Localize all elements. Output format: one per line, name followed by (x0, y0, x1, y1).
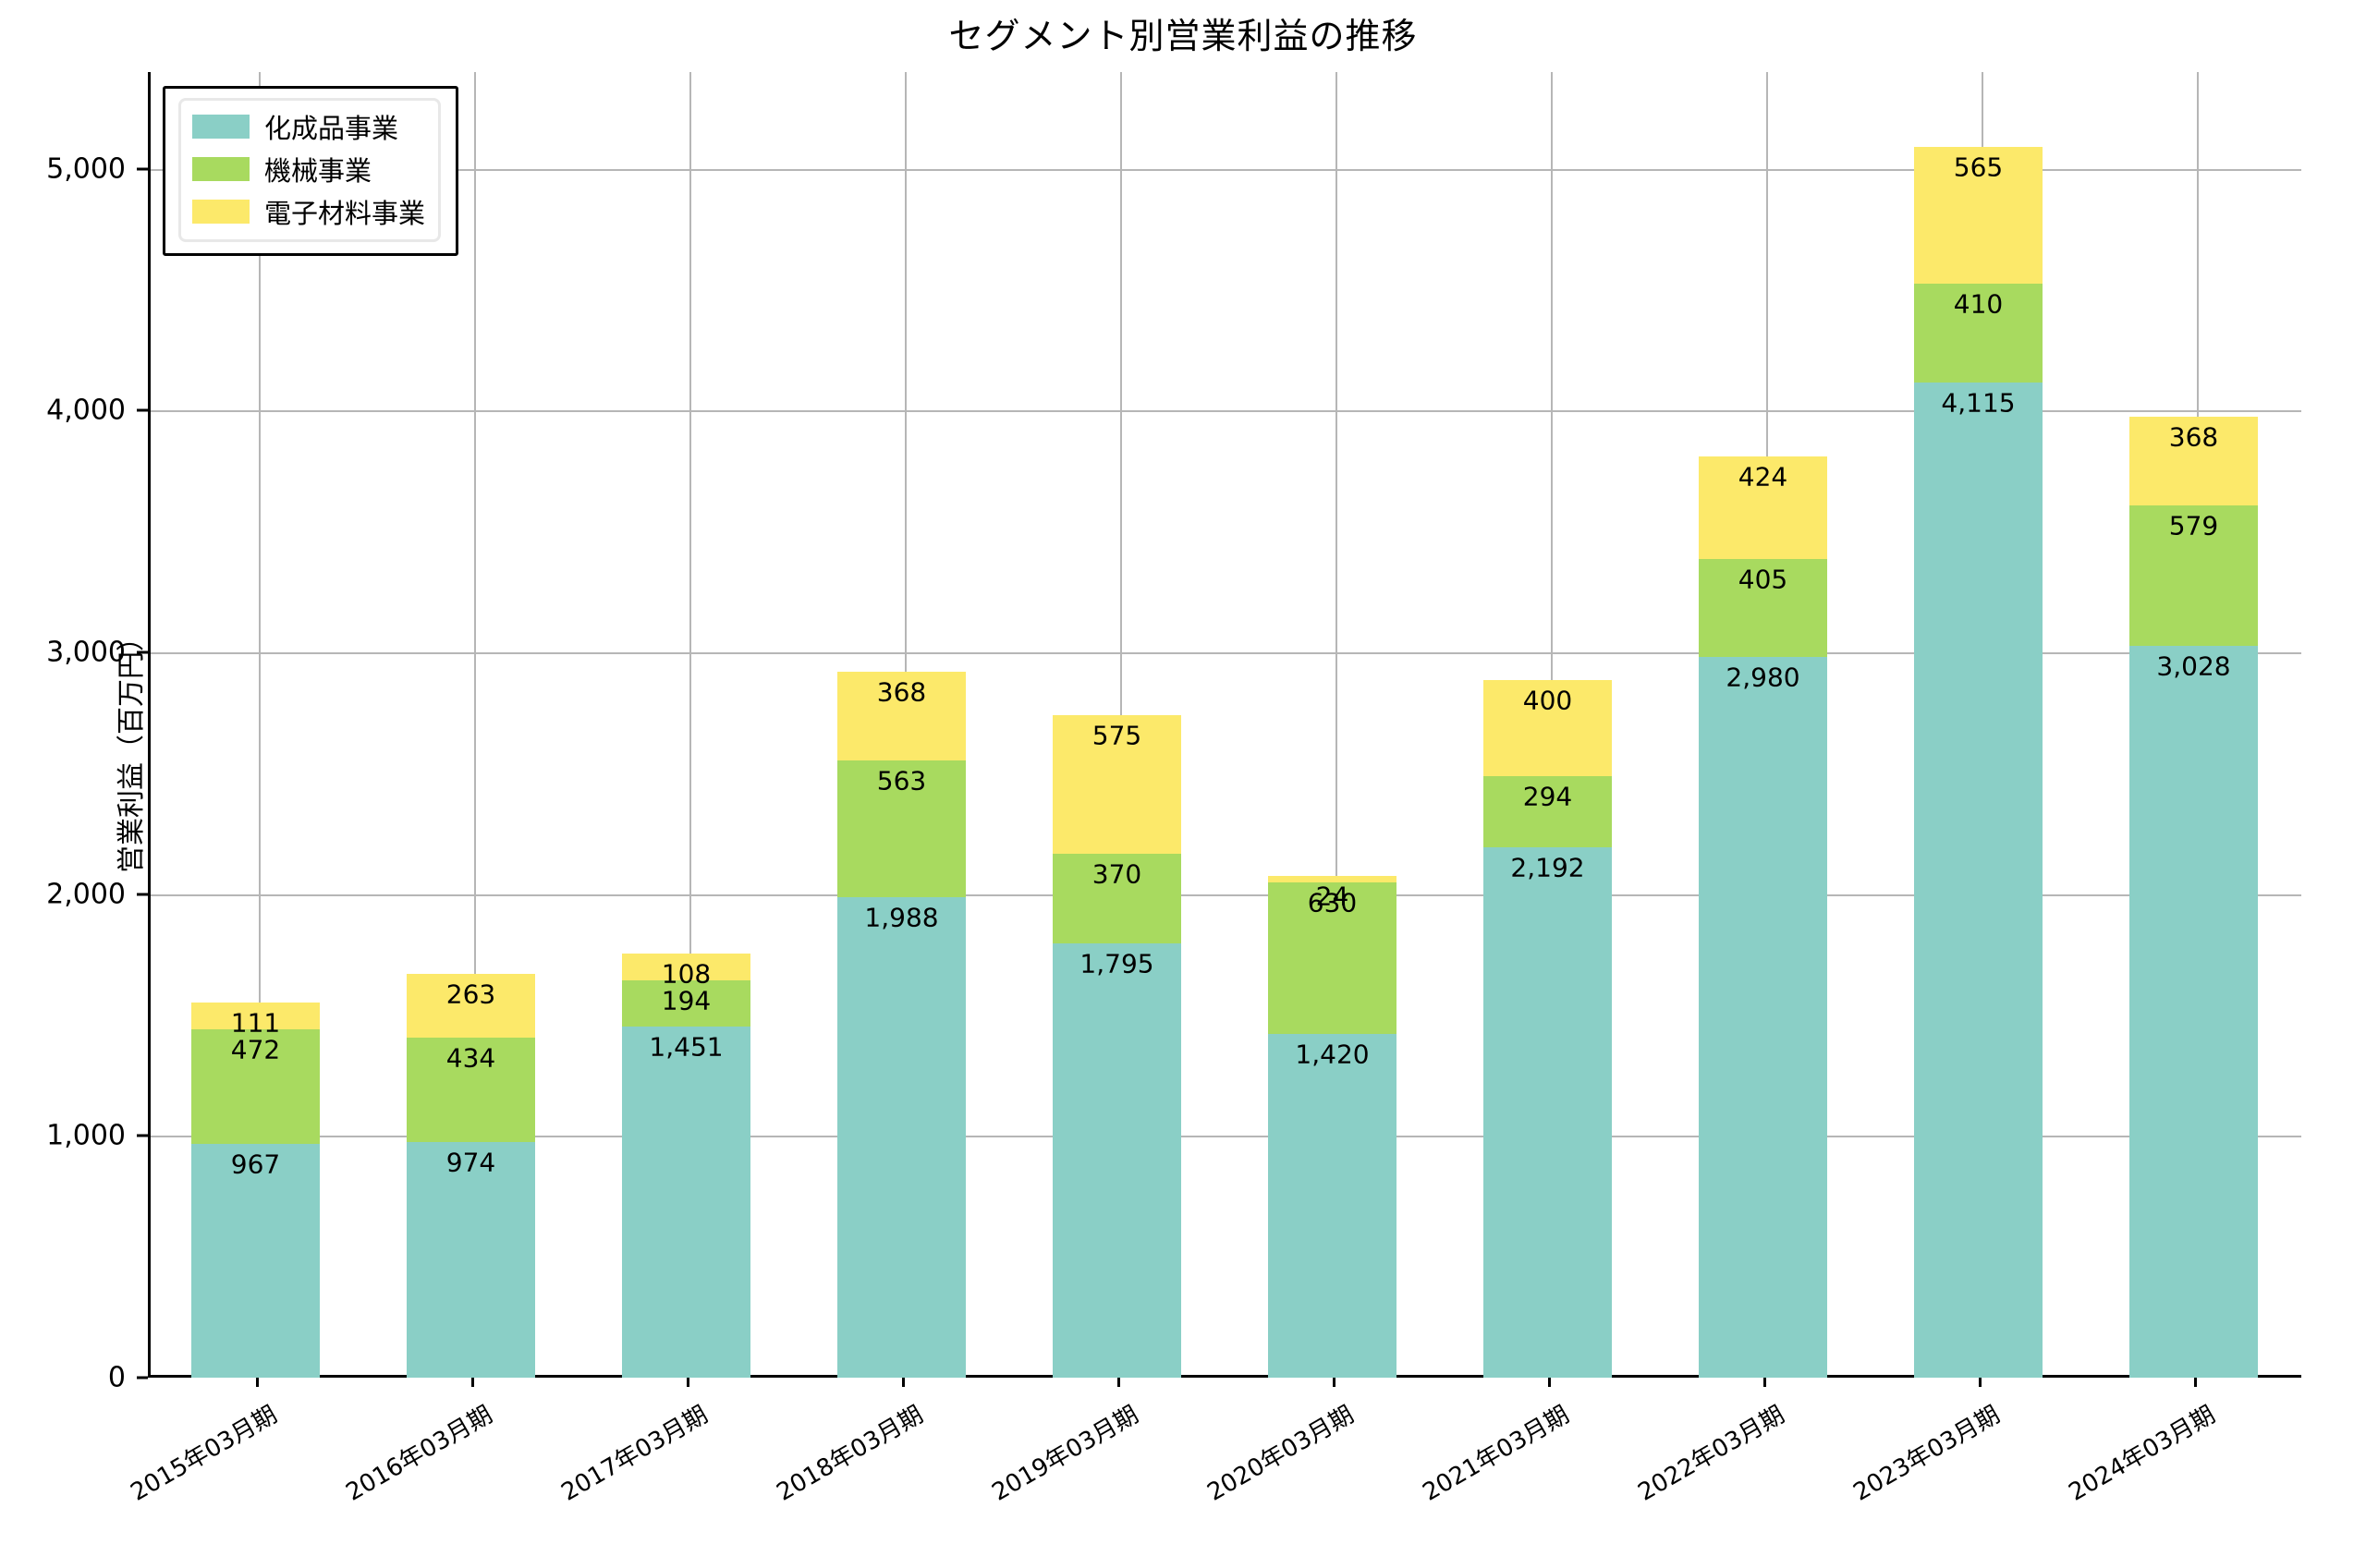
x-tick-label: 2021年03月期 (1417, 1401, 1574, 1507)
x-tick-mark (1762, 1378, 1766, 1387)
x-tick-label: 2020年03月期 (1201, 1401, 1359, 1507)
legend-item[interactable]: 化成品事業 (192, 108, 425, 145)
plot-area (148, 72, 2301, 1378)
gridline-vertical (689, 72, 691, 1375)
legend-swatch-icon (192, 157, 250, 181)
x-tick-label: 2016年03月期 (340, 1401, 497, 1507)
x-tick-label: 2022年03月期 (1632, 1401, 1789, 1507)
gridline-vertical (1335, 72, 1337, 1375)
y-tick-label: 1,000 (46, 1119, 126, 1152)
x-tick-mark (470, 1378, 474, 1387)
x-tick-mark (1547, 1378, 1551, 1387)
chart-legend: 化成品事業機械事業電子材料事業 (163, 86, 459, 256)
legend-label: 電子材料事業 (264, 198, 426, 229)
legend-item[interactable]: 機械事業 (192, 151, 425, 188)
y-tick-label: 5,000 (46, 152, 126, 186)
y-axis-label: 営業利益（百万円） (116, 624, 148, 873)
legend-item[interactable]: 電子材料事業 (192, 193, 425, 230)
gridline-vertical (258, 72, 261, 1375)
gridline-horizontal (151, 1136, 2301, 1138)
gridline-vertical (1119, 72, 1122, 1375)
x-tick-mark (255, 1378, 259, 1387)
gridline-vertical (904, 72, 907, 1375)
y-tick-label: 0 (107, 1361, 126, 1394)
gridline-horizontal (151, 893, 2301, 896)
legend-swatch-icon (192, 200, 250, 224)
gridline-vertical (2196, 72, 2199, 1375)
y-axis-label-wrapper: 営業利益（百万円） (0, 517, 148, 979)
gridline-vertical (1765, 72, 1768, 1375)
gridline-vertical (473, 72, 476, 1375)
x-tick-mark (1332, 1378, 1335, 1387)
legend-label: 機械事業 (264, 155, 372, 187)
x-tick-label: 2015年03月期 (125, 1401, 282, 1507)
gridline-vertical (1550, 72, 1553, 1375)
x-tick-label: 2017年03月期 (555, 1401, 713, 1507)
y-tick-mark (137, 167, 148, 171)
y-tick-mark (137, 1134, 148, 1137)
x-tick-mark (901, 1378, 905, 1387)
x-tick-label: 2024年03月期 (2063, 1401, 2220, 1507)
gridline-horizontal (151, 410, 2301, 413)
y-tick-mark (137, 408, 148, 412)
y-tick-mark (137, 893, 148, 896)
y-tick-label: 4,000 (46, 394, 126, 427)
x-tick-mark (2193, 1378, 2197, 1387)
x-tick-mark (686, 1378, 689, 1387)
x-tick-mark (1116, 1378, 1120, 1387)
legend-inner: 化成品事業機械事業電子材料事業 (178, 98, 442, 242)
x-tick-label: 2018年03月期 (771, 1401, 928, 1507)
gridline-horizontal (151, 168, 2301, 171)
legend-swatch-icon (192, 115, 250, 139)
x-tick-mark (1978, 1378, 1982, 1387)
x-tick-label: 2019年03月期 (986, 1401, 1143, 1507)
chart-title: セグメント別営業利益の推移 (948, 16, 1418, 56)
y-tick-mark (137, 1376, 148, 1380)
x-tick-label: 2023年03月期 (1848, 1401, 2005, 1507)
gridline-horizontal (151, 652, 2301, 654)
gridline-vertical (1981, 72, 1983, 1375)
legend-label: 化成品事業 (264, 113, 399, 144)
